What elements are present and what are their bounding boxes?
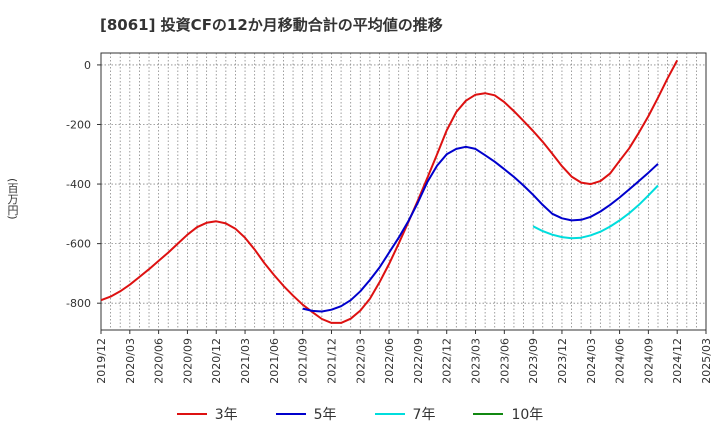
legend-swatch xyxy=(374,413,405,415)
x-tick-label: 2020/03 xyxy=(124,338,137,384)
grid xyxy=(101,53,706,330)
x-tick-label: 2022/09 xyxy=(412,338,425,384)
x-tick-label: 2021/03 xyxy=(239,338,252,384)
y-tick-labels: 0 -200 -400 -600 -800 xyxy=(66,59,91,310)
x-tick-label: 2022/03 xyxy=(354,338,367,384)
x-tick-label: 2022/12 xyxy=(441,338,454,384)
plot-frame xyxy=(100,52,707,331)
x-tick-label: 2023/06 xyxy=(498,338,511,384)
axes xyxy=(97,52,707,334)
x-tick-label: 2020/09 xyxy=(181,338,194,384)
series-line-3年 xyxy=(100,59,679,324)
x-tick-label: 2020/06 xyxy=(153,338,166,384)
x-tick-labels: 2019/12 2020/03 2020/06 2020/09 2020/12 2021/… xyxy=(95,338,713,384)
legend-item: 5年 xyxy=(275,404,337,424)
legend: 3年 5年 7年 10年 xyxy=(0,404,720,424)
y-tick-label: -800 xyxy=(66,297,91,310)
x-tick-label: 2024/12 xyxy=(671,338,684,384)
series-lines xyxy=(100,59,679,324)
y-tick-label: -200 xyxy=(66,118,91,131)
x-tick-label: 2023/09 xyxy=(527,338,540,384)
x-tick-label: 2021/09 xyxy=(297,338,310,384)
x-tick-label: 2021/12 xyxy=(325,338,338,384)
y-tick-label: -400 xyxy=(66,178,91,191)
legend-label: 7年 xyxy=(412,407,436,423)
legend-swatch xyxy=(176,413,207,415)
y-tick-label: -600 xyxy=(66,238,91,251)
x-tick-label: 2024/06 xyxy=(614,338,627,384)
legend-swatch xyxy=(473,413,504,415)
legend-swatch xyxy=(275,413,306,415)
x-tick-label: 2024/03 xyxy=(585,338,598,384)
y-tick-label: 0 xyxy=(84,59,91,72)
legend-label: 5年 xyxy=(313,407,337,423)
x-tick-label: 2023/12 xyxy=(556,338,569,384)
x-tick-label: 2019/12 xyxy=(95,338,108,384)
x-tick-label: 2025/03 xyxy=(700,338,713,384)
x-tick-label: 2022/06 xyxy=(383,338,396,384)
legend-label: 3年 xyxy=(214,407,238,423)
x-tick-label: 2023/03 xyxy=(470,338,483,384)
y-axis-label: (百万円) xyxy=(6,178,19,220)
legend-item: 3年 xyxy=(176,404,238,424)
legend-item: 7年 xyxy=(374,404,436,424)
chart-title: [8061] 投資CFの12か月移動合計の平均値の推移 xyxy=(100,16,443,34)
series-line-5年 xyxy=(302,145,659,313)
x-tick-label: 2024/09 xyxy=(642,338,655,384)
series-line-7年 xyxy=(532,184,659,240)
x-tick-label: 2021/06 xyxy=(268,338,281,384)
legend-label: 10年 xyxy=(511,407,544,423)
legend-item: 10年 xyxy=(473,404,543,424)
x-tick-label: 2020/12 xyxy=(210,338,223,384)
